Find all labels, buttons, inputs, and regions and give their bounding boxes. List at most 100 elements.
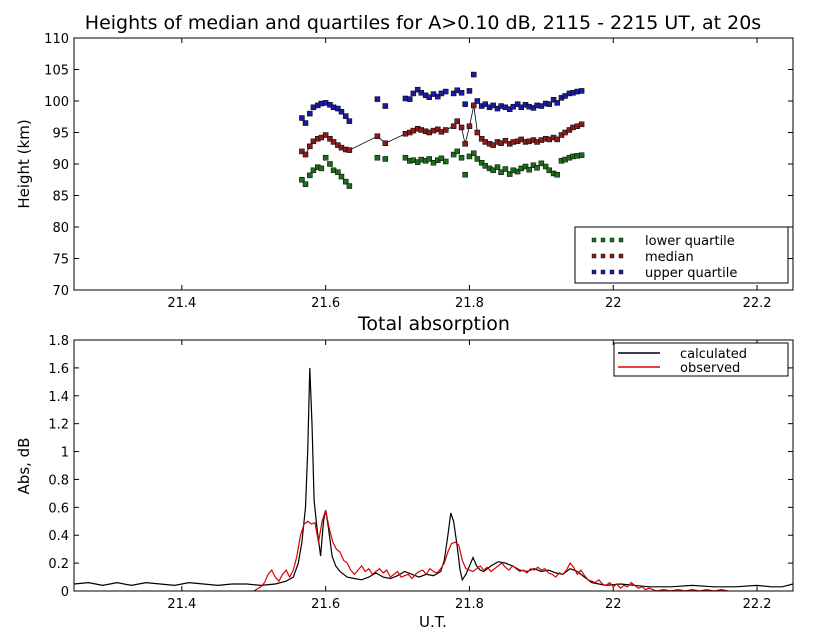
data-point-lower-quartile [426,156,432,162]
data-point-lower-quartile [299,177,305,183]
heights-y-tick-label: 100 [44,95,69,110]
data-point-upper-quartile [450,90,457,97]
data-point-upper-quartile [578,88,585,94]
absorption-axes-frame [73,339,794,592]
data-point-median [299,148,305,155]
data-point-median [554,136,560,143]
data-point-lower-quartile [494,164,501,170]
data-point-median [462,141,468,147]
data-point-lower-quartile [318,165,325,172]
data-point-lower-quartile [442,158,449,165]
data-point-lower-quartile [450,151,457,158]
legend-marker-upper-quartile [609,269,615,275]
data-point-median [302,151,309,158]
data-point-upper-quartile [426,94,432,100]
heights-y-tick-label: 95 [52,127,69,142]
absorption-x-tick-label: 21.8 [455,597,484,612]
data-point-lower-quartile [546,167,553,174]
data-point-median [454,118,460,124]
data-point-median [474,129,481,136]
data-point-lower-quartile [438,155,445,162]
data-point-upper-quartile [343,113,349,119]
data-point-median [307,143,313,150]
legend-marker-median [618,253,624,259]
absorption-y-tick-label: 0.4 [48,529,69,544]
data-point-median [578,121,585,128]
data-point-median [502,137,509,144]
heights-y-tick-label: 90 [52,158,69,173]
data-point-lower-quartile [478,159,485,166]
data-point-lower-quartile [343,178,349,185]
data-point-median [490,142,496,148]
data-point-lower-quartile [554,171,560,178]
heights-x-tick-label: 21.8 [455,296,484,311]
data-point-upper-quartile [382,103,389,109]
data-point-lower-quartile [335,169,341,175]
data-point-upper-quartile [482,101,489,107]
data-point-lower-quartile [471,150,477,157]
data-point-upper-quartile [299,115,305,121]
heights-x-tick-label: 21.4 [167,296,196,311]
legend-marker-lower-quartile [618,237,624,243]
data-point-lower-quartile [346,183,353,189]
data-point-median [478,136,485,142]
heights-series [299,71,585,189]
heights-y-tick-label: 85 [52,190,69,205]
absorption-chart-title: Total absorption [357,313,510,335]
data-point-upper-quartile [458,90,465,96]
absorption-panel: Total absorption 21.4 21.6 21.8 22 22.2 0 0.2 0… [15,313,794,631]
legend-marker-median [609,253,615,259]
data-point-lower-quartile [578,152,585,158]
legend-marker-median [591,253,597,259]
data-point-upper-quartile [335,105,341,112]
heights-axes-frame [73,37,794,291]
absorption-series [73,367,794,592]
data-point-upper-quartile [466,88,473,94]
data-point-upper-quartile [546,101,553,107]
data-point-upper-quartile [490,102,496,109]
heights-y-axis-label: Height (km) [15,119,33,208]
data-point-lower-quartile [538,160,545,167]
data-point-upper-quartile [554,100,560,106]
data-point-lower-quartile [542,163,549,170]
legend-marker-median [600,253,606,259]
legend-marker-upper-quartile [591,269,597,275]
legend-label-observed: observed [680,361,740,376]
absorption-y-tick-label: 1.2 [48,418,69,433]
data-point-lower-quartile [327,161,333,167]
legend-label-upper-quartile: upper quartile [645,266,737,281]
data-point-upper-quartile [410,90,417,97]
legend-label-median: median [645,250,694,265]
absorption-y-tick-label: 1.4 [48,390,69,405]
absorption-x-tick-label: 21.6 [311,597,340,612]
data-point-upper-quartile [471,71,477,78]
data-point-median [346,147,353,153]
data-point-lower-quartile [474,156,481,162]
data-point-lower-quartile [338,173,345,180]
data-point-lower-quartile [466,153,473,160]
data-point-upper-quartile [474,98,481,104]
data-point-upper-quartile [302,120,309,126]
heights-chart-title: Heights of median and quartiles for A>0.… [85,12,761,34]
data-point-lower-quartile [526,166,532,173]
data-point-lower-quartile [458,154,465,161]
legend-marker-lower-quartile [591,237,597,243]
absorption-ticks: 21.4 21.6 21.8 22 22.2 0 0.2 0.4 0.6 0.8 1 1.2 1.4 1.… [48,334,793,612]
data-point-lower-quartile [302,181,309,187]
heights-y-tick-label: 75 [52,253,69,268]
data-point-lower-quartile [382,156,389,162]
data-point-upper-quartile [442,88,449,95]
data-point-median [374,133,381,140]
data-point-lower-quartile [307,172,313,179]
data-point-median [450,123,457,129]
data-point-lower-quartile [502,166,509,172]
data-point-lower-quartile [310,167,317,174]
data-point-lower-quartile [522,163,529,170]
heights-panel: Heights of median and quartiles for A>0.… [15,12,794,311]
heights-y-tick-label: 70 [52,284,69,299]
data-point-upper-quartile [414,86,421,93]
data-point-upper-quartile [307,110,313,117]
